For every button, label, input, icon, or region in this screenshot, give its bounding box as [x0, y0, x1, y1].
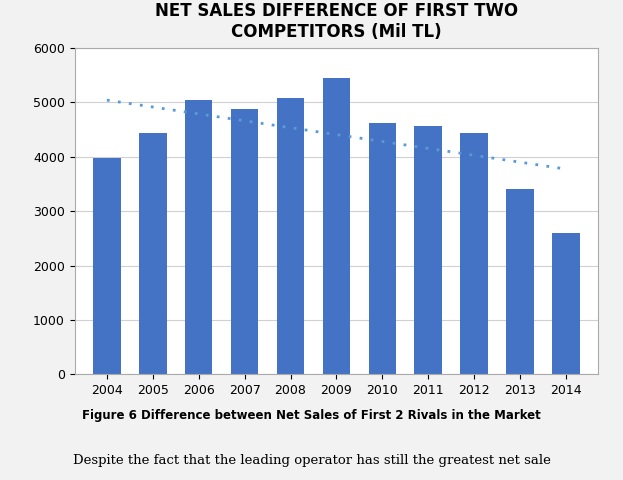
Text: Figure 6 Difference between Net Sales of First 2 Rivals in the Market: Figure 6 Difference between Net Sales of… — [82, 408, 541, 422]
Bar — [323, 78, 350, 374]
Bar — [460, 133, 488, 374]
Bar — [231, 109, 259, 374]
Bar — [552, 233, 580, 374]
Bar — [139, 133, 166, 374]
Bar — [277, 97, 304, 374]
Text: Despite the fact that the leading operator has still the greatest net sale: Despite the fact that the leading operat… — [72, 454, 551, 468]
Bar — [414, 126, 442, 374]
Title: NET SALES DIFFERENCE OF FIRST TWO
COMPETITORS (Mil TL): NET SALES DIFFERENCE OF FIRST TWO COMPET… — [155, 2, 518, 41]
Bar — [93, 158, 121, 374]
Bar — [185, 100, 212, 374]
Bar — [506, 190, 534, 374]
Bar — [369, 122, 396, 374]
